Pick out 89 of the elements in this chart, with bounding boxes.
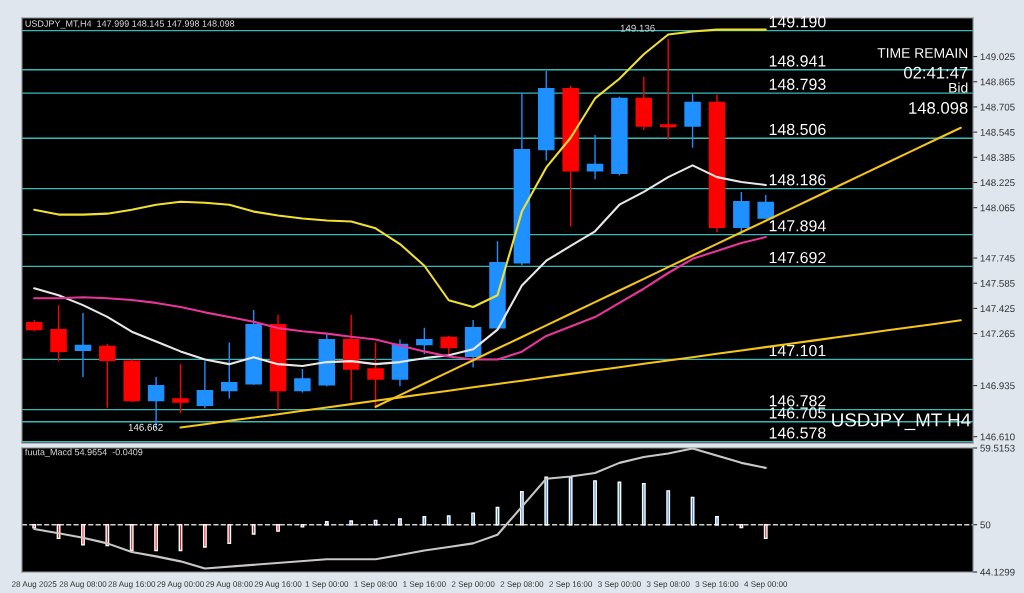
annotation: 146.662 [128, 423, 163, 431]
ref-line-label: 147.101 [769, 344, 826, 357]
x-tick-label: 28 Aug 08:00 [59, 581, 107, 589]
ref-line-label: 147.894 [769, 220, 826, 232]
bar [471, 512, 476, 526]
annotation: Bid [949, 82, 968, 93]
bar [593, 480, 597, 526]
ref-line-label: 146.578 [769, 427, 826, 439]
x-tick-label: 1 Sep 08:00 [354, 581, 397, 589]
y-tick-label: 44.1299 [980, 568, 1015, 576]
bar [739, 523, 744, 529]
candlestick [757, 194, 774, 219]
x-tick-label: 3 Sep 08:00 [646, 581, 690, 589]
bar [763, 523, 768, 540]
ref-line-label: 147.692 [769, 251, 826, 264]
ref-line-label: 149.190 [769, 16, 826, 28]
line-series [33, 164, 767, 368]
bar [251, 523, 256, 535]
bar [276, 523, 280, 532]
annotation: TIME REMAIN [877, 48, 968, 58]
x-tick-label: 1 Sep 16:00 [403, 581, 446, 589]
ref-line-label: 148.186 [769, 174, 826, 186]
candlestick [684, 92, 701, 149]
y-tick-label: 147.745 [980, 254, 1015, 262]
x-tick-label: 3 Sep 00:00 [598, 581, 641, 589]
x-tick-label: 3 Sep 16:00 [695, 581, 739, 589]
candlestick [172, 363, 189, 414]
ref-line-label: 148.941 [769, 55, 826, 67]
y-tick-label: 146.935 [980, 382, 1015, 390]
bar [422, 516, 427, 526]
bar [129, 523, 134, 552]
candlestick [99, 343, 116, 410]
candlestick [586, 134, 604, 180]
chart-title: USDJPY_MT,H4 147.999 148.145 147.998 148.098 [25, 20, 235, 29]
bar [227, 523, 232, 545]
annotation: 02:41:47 [904, 66, 968, 79]
bar [32, 523, 37, 529]
y-tick-label: 148.225 [980, 179, 1015, 187]
y-tick-label: 148.545 [980, 128, 1015, 136]
y-tick-label: 149.025 [980, 53, 1015, 61]
x-tick-label: 28 Aug 16:00 [108, 581, 156, 589]
y-tick-label: 50 [980, 521, 991, 529]
x-tick-label: 4 Sep 00:00 [744, 581, 788, 589]
x-tick-label: 2 Sep 16:00 [549, 581, 593, 589]
bar [300, 523, 305, 528]
candlestick [294, 368, 311, 394]
candlestick [416, 327, 433, 355]
bar [202, 523, 207, 548]
bar [519, 490, 524, 526]
candlestick [50, 304, 67, 362]
ref-line-label: 148.793 [769, 78, 826, 90]
bar [641, 483, 646, 526]
y-tick-label: 148.385 [980, 154, 1015, 161]
bar [715, 516, 719, 526]
bar [349, 520, 354, 526]
candlestick [221, 341, 238, 400]
bar [568, 476, 573, 526]
bar [544, 476, 549, 526]
x-tick-label: 28 Aug 2025 [11, 581, 57, 589]
y-tick-label: 147.585 [980, 279, 1015, 287]
x-tick-label: 2 Sep 08:00 [500, 581, 544, 589]
bar [324, 521, 329, 526]
bar [154, 523, 159, 552]
x-tick-label: 2 Sep 00:00 [451, 581, 495, 589]
y-tick-label: 146.610 [980, 433, 1015, 441]
y-tick-label: 147.265 [980, 330, 1015, 338]
y-tick-label: 147.425 [980, 305, 1015, 313]
candlestick [659, 38, 677, 141]
line-series [33, 236, 767, 361]
ref-line-label: 146.705 [769, 407, 826, 419]
ref-line-label: 148.506 [769, 123, 826, 136]
chart-title: fuuta_Macd 54.9654 -0.0409 [24, 448, 143, 457]
x-tick-label: 29 Aug 08:00 [205, 581, 253, 589]
y-tick-label: 59.5153 [980, 444, 1015, 452]
candlestick [440, 335, 457, 355]
bar [81, 523, 85, 546]
candlestick [196, 360, 214, 410]
y-tick-label: 148.705 [980, 103, 1015, 111]
ref-line-label: 146.782 [769, 395, 826, 407]
bar [446, 515, 451, 526]
y-tick-label: 148.065 [980, 204, 1015, 212]
bar [666, 490, 671, 526]
y-tick-label: 148.865 [980, 78, 1015, 86]
bar [398, 518, 402, 526]
x-tick-label: 29 Aug 16:00 [254, 581, 302, 589]
x-tick-label: 1 Sep 00:00 [305, 581, 349, 589]
candlestick [74, 312, 92, 378]
annotation: 148.098 [909, 102, 968, 114]
x-tick-label: 29 Aug 00:00 [157, 581, 204, 589]
